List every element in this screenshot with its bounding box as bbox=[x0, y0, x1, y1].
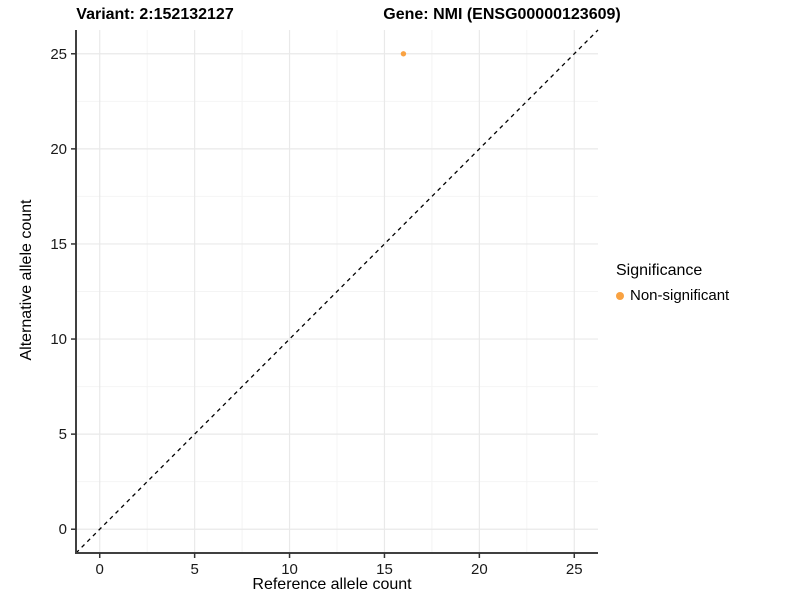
y-tick-label: 0 bbox=[59, 521, 67, 538]
x-tick-label: 25 bbox=[566, 561, 583, 578]
plot-title-variant: Variant: 2:152132127 bbox=[76, 6, 234, 23]
x-tick-label: 5 bbox=[190, 561, 198, 578]
y-tick-label: 25 bbox=[50, 46, 67, 63]
x-axis-label: Reference allele count bbox=[252, 576, 412, 593]
y-tick-label: 10 bbox=[50, 331, 67, 348]
legend: Significance Non-significant bbox=[616, 262, 729, 304]
legend-item: Non-significant bbox=[616, 287, 729, 304]
plot-title-gene: Gene: NMI (ENSG00000123609) bbox=[383, 6, 621, 23]
data-point bbox=[400, 51, 407, 57]
identity-reference-line bbox=[75, 29, 599, 554]
legend-items: Non-significant bbox=[616, 287, 729, 304]
y-tick-label: 15 bbox=[50, 236, 67, 253]
x-tick-label: 15 bbox=[376, 561, 393, 578]
y-axis-label: Alternative allele count bbox=[18, 199, 35, 361]
y-tick-label: 20 bbox=[50, 141, 67, 158]
axis-lines bbox=[75, 30, 598, 554]
legend-item-label: Non-significant bbox=[630, 287, 730, 304]
x-tick-label: 10 bbox=[281, 561, 298, 578]
x-tick-label: 0 bbox=[96, 561, 104, 578]
y-tick-label: 5 bbox=[59, 426, 67, 443]
legend-dot-icon bbox=[616, 291, 624, 300]
x-tick-label: 20 bbox=[471, 561, 488, 578]
legend-title: Significance bbox=[616, 262, 703, 279]
